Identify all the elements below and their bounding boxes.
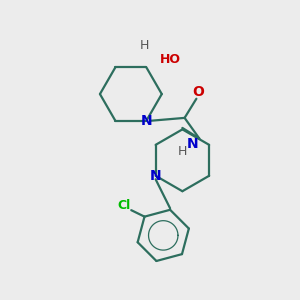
Text: O: O bbox=[192, 85, 204, 99]
Text: H: H bbox=[140, 39, 149, 52]
Text: N: N bbox=[187, 137, 199, 151]
Text: H: H bbox=[178, 145, 187, 158]
Text: HO: HO bbox=[160, 53, 181, 66]
Text: Cl: Cl bbox=[117, 199, 130, 212]
Text: N: N bbox=[140, 114, 152, 128]
Text: N: N bbox=[150, 169, 161, 183]
